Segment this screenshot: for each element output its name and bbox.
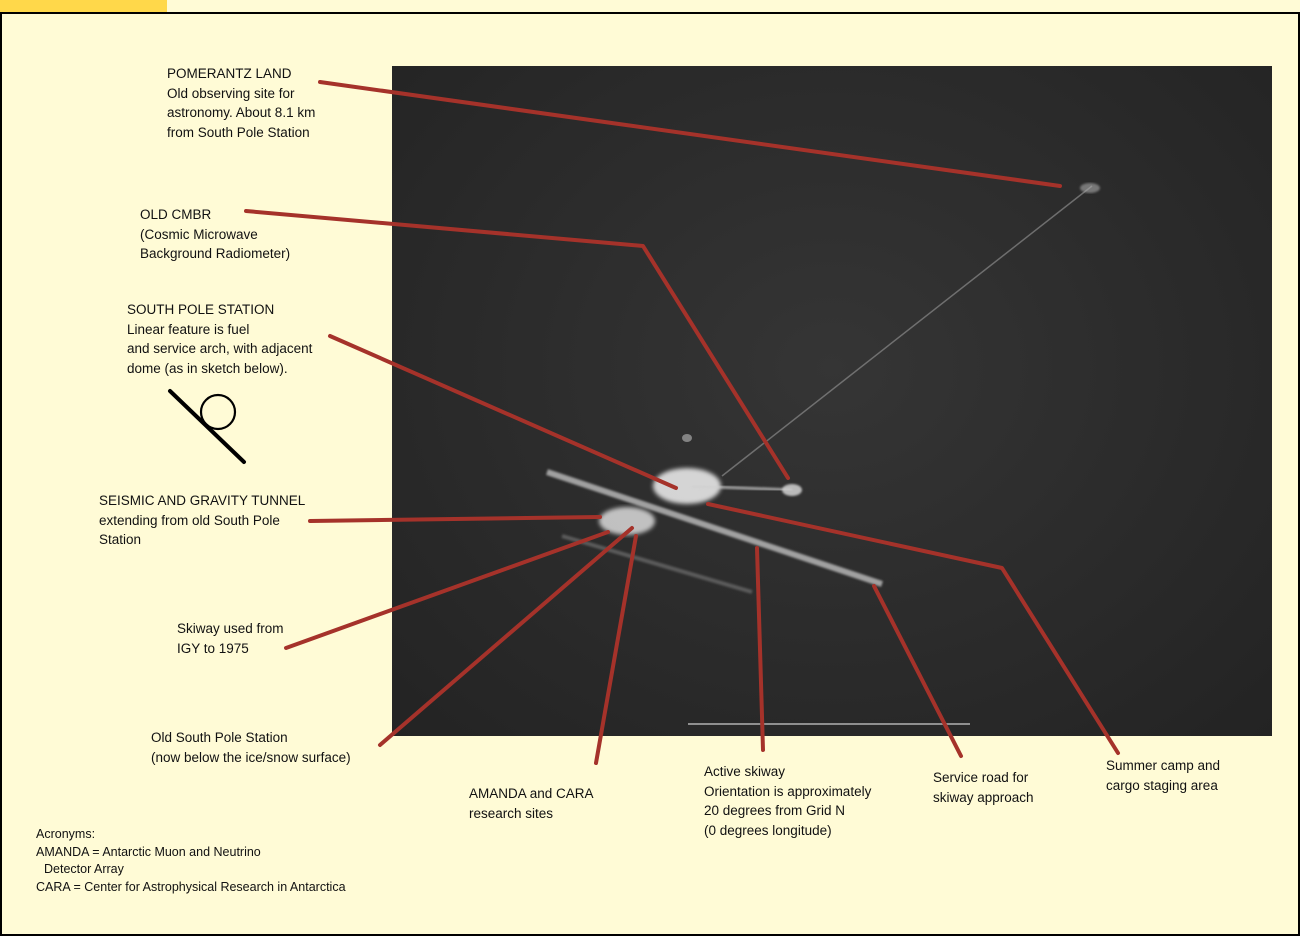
leader-pomerantz bbox=[318, 80, 1062, 188]
photo-features bbox=[546, 183, 1100, 725]
leader-summer-camp bbox=[706, 502, 1120, 755]
label-south-pole-station: SOUTH POLE STATION Linear feature is fue… bbox=[127, 302, 313, 376]
label-pomerantz: POMERANTZ LAND Old observing site for as… bbox=[167, 66, 316, 140]
leader-old-station bbox=[378, 526, 634, 747]
road-to-pomerantz bbox=[721, 185, 1093, 477]
leader-amanda bbox=[594, 534, 638, 765]
leader-station bbox=[328, 334, 678, 490]
label-amanda-cara: AMANDA and CARA research sites bbox=[469, 786, 594, 821]
leader-service-road bbox=[872, 584, 963, 758]
leader-seismic bbox=[308, 515, 602, 523]
label-active-skiway: Active skiway Orientation is approximate… bbox=[704, 764, 872, 838]
label-old-cmbr: OLD CMBR (Cosmic Microwave Background Ra… bbox=[140, 207, 291, 261]
header-tab bbox=[0, 0, 167, 14]
leader-cmbr bbox=[244, 209, 790, 480]
camp-patch bbox=[682, 434, 692, 442]
dome-sketch-icon bbox=[168, 389, 246, 464]
satellite-photo bbox=[392, 66, 1272, 736]
cmbr-road bbox=[691, 484, 793, 492]
label-old-skiway: Skiway used from IGY to 1975 bbox=[177, 621, 284, 656]
leader-active-skiway bbox=[755, 546, 765, 752]
active-skiway-strip bbox=[546, 469, 883, 587]
station-cluster bbox=[653, 468, 721, 504]
acronyms-legend: Acronyms: AMANDA = Antarctic Muon and Ne… bbox=[36, 827, 346, 894]
label-old-south-pole-station: Old South Pole Station (now below the ic… bbox=[151, 730, 351, 765]
label-service-road: Service road for skiway approach bbox=[933, 770, 1034, 805]
pomerantz-site bbox=[1080, 183, 1100, 193]
amanda-cluster bbox=[599, 507, 655, 535]
leader-skiway-old bbox=[284, 530, 610, 650]
old-skiway-strip bbox=[561, 534, 753, 594]
label-seismic-tunnel: SEISMIC AND GRAVITY TUNNEL extending fro… bbox=[99, 493, 306, 547]
label-summer-camp: Summer camp and cargo staging area bbox=[1106, 758, 1221, 793]
